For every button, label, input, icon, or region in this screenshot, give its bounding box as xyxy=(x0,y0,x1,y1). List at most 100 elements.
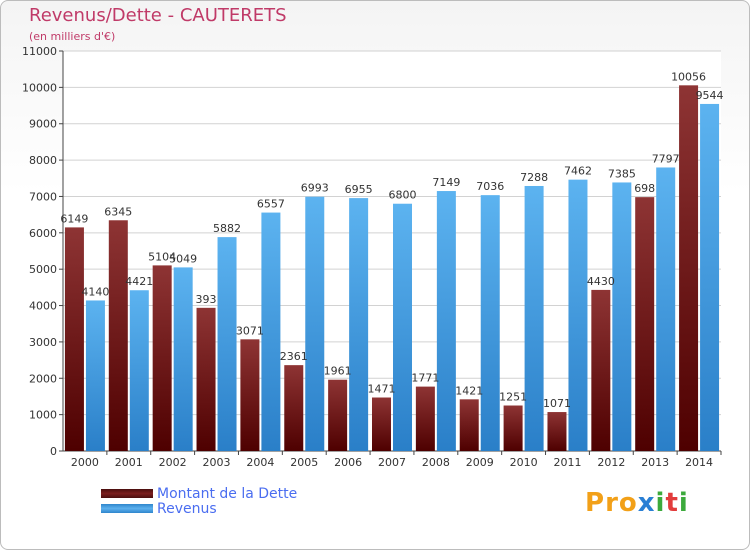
y-tick-label: 0 xyxy=(50,445,57,458)
legend-label-revenus: Revenus xyxy=(157,501,217,517)
x-tick-label: 2008 xyxy=(422,456,450,469)
data-label: 5882 xyxy=(213,222,241,235)
bar-dette xyxy=(196,307,216,451)
x-tick-label: 2009 xyxy=(466,456,494,469)
data-label: 4430 xyxy=(587,275,615,288)
bar-revenus xyxy=(612,182,632,452)
bar-dette xyxy=(328,379,348,451)
x-tick-label: 2007 xyxy=(378,456,406,469)
data-label: 6955 xyxy=(345,183,373,196)
x-tick-label: 2006 xyxy=(334,456,362,469)
y-tick-label: 8000 xyxy=(29,154,57,167)
legend-swatch-revenus xyxy=(101,504,153,513)
bar-revenus xyxy=(436,191,456,451)
logo-letter: t xyxy=(665,488,679,518)
data-label: 10056 xyxy=(671,70,706,83)
bar-revenus xyxy=(393,203,412,451)
plot-area xyxy=(63,51,721,451)
logo-letter: o xyxy=(618,488,638,518)
data-label: 6345 xyxy=(104,205,132,218)
bar-revenus xyxy=(656,167,676,452)
logo-letter: P xyxy=(585,488,606,518)
bar-dette xyxy=(459,399,479,451)
bar-dette xyxy=(108,220,128,451)
logo-letter: r xyxy=(605,488,619,518)
bar-dette xyxy=(415,386,435,451)
data-label: 7385 xyxy=(608,167,636,180)
bar-revenus xyxy=(524,185,544,451)
bar-revenus xyxy=(568,179,588,451)
x-tick-label: 2004 xyxy=(246,456,274,469)
y-tick-label: 3000 xyxy=(29,336,57,349)
data-label: 393 xyxy=(196,293,217,306)
x-tick-label: 2000 xyxy=(71,456,99,469)
bar-revenus xyxy=(261,212,281,451)
data-label: 1071 xyxy=(543,397,571,410)
x-tick-label: 2012 xyxy=(597,456,625,469)
y-tick-label: 11000 xyxy=(22,45,57,58)
bar-dette xyxy=(372,397,391,451)
data-label: 1961 xyxy=(324,365,352,378)
x-tick-label: 2002 xyxy=(159,456,187,469)
data-label: 7288 xyxy=(520,171,548,184)
bar-revenus xyxy=(700,103,720,451)
data-label: 7462 xyxy=(564,165,592,178)
data-label: 1251 xyxy=(499,391,527,404)
data-label: 6800 xyxy=(389,189,417,202)
data-label: 6557 xyxy=(257,198,285,211)
logo-letter: x xyxy=(637,488,656,518)
logo-letter: i xyxy=(678,488,689,518)
data-label: 5104 xyxy=(148,250,176,263)
data-label: 698 xyxy=(634,182,655,195)
proxiti-logo: Proxiti xyxy=(585,488,689,518)
bar-dette xyxy=(547,412,567,451)
data-label: 2361 xyxy=(280,350,308,363)
y-tick-label: 9000 xyxy=(29,118,57,131)
y-tick-label: 5000 xyxy=(29,263,57,276)
chart-title: Revenus/Dette - CAUTERETS xyxy=(29,5,287,26)
data-label: 7036 xyxy=(476,180,504,193)
data-label: 4421 xyxy=(125,275,153,288)
bar-dette xyxy=(152,265,172,451)
y-tick-label: 1000 xyxy=(29,409,57,422)
bar-revenus xyxy=(305,196,325,451)
bar-dette xyxy=(64,227,84,451)
bar-dette xyxy=(240,339,260,451)
x-tick-label: 2011 xyxy=(553,456,581,469)
x-tick-label: 2005 xyxy=(290,456,318,469)
bar-dette xyxy=(679,85,699,451)
bar-revenus xyxy=(85,300,105,451)
data-label: 5049 xyxy=(169,252,197,265)
y-tick-label: 7000 xyxy=(29,190,57,203)
bar-dette xyxy=(503,405,523,451)
data-label: 1771 xyxy=(411,372,439,385)
y-tick-label: 4000 xyxy=(29,300,57,313)
y-tick-label: 10000 xyxy=(22,81,57,94)
data-label: 9544 xyxy=(696,89,724,102)
data-label: 1471 xyxy=(368,383,396,396)
bar-revenus xyxy=(480,195,500,451)
x-tick-label: 2013 xyxy=(641,456,669,469)
x-tick-label: 2010 xyxy=(510,456,538,469)
bar-revenus xyxy=(173,267,193,451)
y-tick-label: 2000 xyxy=(29,372,57,385)
bar-dette xyxy=(635,197,655,451)
chart-subtitle: (en milliers d'€) xyxy=(29,30,116,43)
legend-swatch-dette xyxy=(101,489,153,498)
bar-revenus xyxy=(217,237,237,451)
data-label: 7797 xyxy=(652,152,680,165)
data-label: 7149 xyxy=(432,176,460,189)
data-label: 1421 xyxy=(455,384,483,397)
y-tick-label: 6000 xyxy=(29,227,57,240)
bar-revenus xyxy=(129,290,149,451)
data-label: 6149 xyxy=(60,212,88,225)
x-tick-label: 2003 xyxy=(203,456,231,469)
bar-dette xyxy=(591,289,611,451)
bar-dette xyxy=(284,365,304,451)
legend-label-dette: Montant de la Dette xyxy=(157,486,298,502)
x-tick-label: 2001 xyxy=(115,456,143,469)
data-label: 4140 xyxy=(81,285,109,298)
data-label: 3071 xyxy=(236,324,264,337)
